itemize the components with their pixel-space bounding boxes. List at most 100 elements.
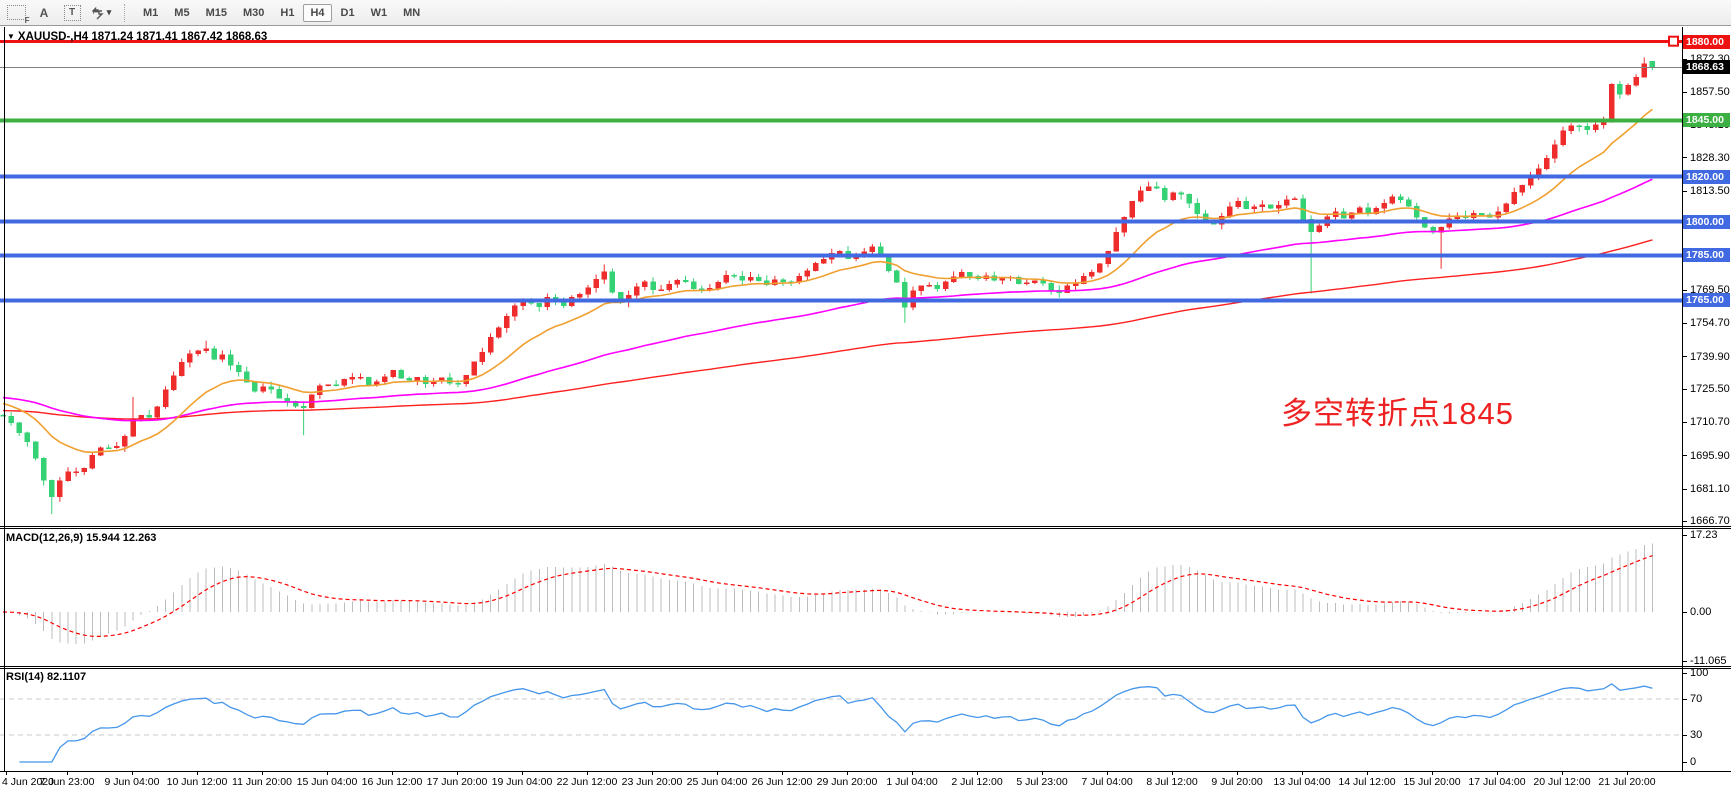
price-tick-label: 1813.50 [1690, 185, 1730, 198]
price-badge-1800.00: 1800.00 [1683, 215, 1730, 229]
time-tick-mark [1627, 771, 1628, 775]
price-tick-mark [1682, 455, 1687, 456]
time-axis-label: 7 Jul 04:00 [1081, 776, 1133, 788]
timeframe-w1[interactable]: W1 [370, 6, 388, 19]
macd-tick-mark [1682, 535, 1687, 536]
price-tick-mark [1682, 59, 1687, 60]
macd-tick-mark [1682, 612, 1687, 613]
price-tick-label: 1828.30 [1690, 151, 1730, 164]
timeframe-h4[interactable]: H4 [303, 3, 332, 22]
chart-annotation-text[interactable]: 多空转折点1845 [1281, 396, 1514, 431]
rsi-tick-label: 100 [1690, 667, 1709, 679]
timeframe-group: M1 M5 M15 M30 H1 H4 D1 W1 MN [136, 3, 427, 22]
timeframe-m1[interactable]: M1 [143, 6, 159, 19]
plot-left-border [4, 27, 5, 771]
timeframe-m5[interactable]: M5 [174, 6, 190, 19]
rsi-tick-label: 70 [1690, 693, 1703, 705]
price-tick-mark [1682, 356, 1687, 357]
text-box-button[interactable]: T [60, 3, 84, 23]
time-axis-label: 26 Jun 12:00 [751, 776, 813, 788]
time-axis-label: 9 Jun 04:00 [104, 776, 160, 788]
rsi-tick-mark [1682, 673, 1687, 674]
arrow-objects-button[interactable]: ▾ [88, 3, 112, 23]
time-axis-label: 20 Jul 12:00 [1533, 776, 1591, 788]
textbox-label: T [68, 7, 76, 18]
time-tick-mark [67, 771, 68, 775]
rsi-label: RSI(14) 82.1107 [6, 671, 87, 683]
panel-separator-2[interactable] [0, 666, 1731, 667]
time-axis-label: 8 Jul 12:00 [1146, 776, 1198, 788]
timeframe-m15[interactable]: M15 [205, 6, 227, 19]
panel-separator-2b [0, 668, 1731, 669]
time-tick-mark [457, 771, 458, 775]
time-axis-label: 9 Jul 20:00 [1211, 776, 1263, 788]
price-tick-label: 1666.70 [1690, 515, 1730, 528]
textbox-icon: T [63, 4, 81, 21]
rsi-tick-mark [1682, 699, 1687, 700]
time-tick-mark [977, 771, 978, 775]
macd-tick-label: 0.00 [1690, 606, 1712, 618]
time-tick-mark [522, 771, 523, 775]
grid-f-label: F [24, 16, 30, 25]
macd-tick-label: 17.23 [1690, 529, 1718, 542]
time-axis-label: 15 Jun 04:00 [296, 776, 358, 788]
time-axis-label: 2 Jul 12:00 [951, 776, 1003, 788]
time-axis-label: 1 Jul 04:00 [886, 776, 938, 788]
macd-tick-label: -11.065 [1690, 655, 1727, 668]
time-axis-label: 13 Jul 04:00 [1273, 776, 1331, 788]
price-tick-mark [1682, 323, 1687, 324]
time-tick-mark [262, 771, 263, 775]
time-tick-mark [717, 771, 718, 775]
toolbar-separator [124, 3, 126, 22]
chart-title-text: XAUUSD-,H4 1871.24 1871.41 1867.42 1868.… [17, 31, 268, 43]
indicator-grid-button[interactable]: F [4, 3, 30, 25]
time-axis-label: 15 Jul 20:00 [1403, 776, 1461, 788]
time-tick-mark [652, 771, 653, 775]
time-axis-label: 21 Jul 20:00 [1598, 776, 1656, 788]
time-tick-mark [1562, 771, 1563, 775]
time-tick-mark [132, 771, 133, 775]
text-label-button[interactable]: A [32, 3, 56, 23]
time-axis-label: 5 Jul 23:00 [1016, 776, 1068, 788]
price-tick-label: 1710.70 [1690, 416, 1730, 429]
time-axis-label: 4 Jun 2020 [2, 776, 54, 788]
price-tick-mark [1682, 389, 1687, 390]
timeframe-mn[interactable]: MN [403, 6, 421, 19]
timeframe-d1[interactable]: D1 [340, 6, 355, 19]
price-tick-label: 1681.10 [1690, 483, 1730, 495]
time-tick-mark [1367, 771, 1368, 775]
macd-tick-mark [1682, 661, 1687, 662]
time-tick-mark [197, 771, 198, 775]
price-tick-mark [1682, 290, 1687, 291]
price-tick-mark [1682, 92, 1687, 93]
time-axis-label: 7 Jun 23:00 [39, 776, 95, 788]
chart-title: ▼ XAUUSD-,H4 1871.24 1871.41 1867.42 1868… [7, 31, 267, 43]
time-tick-mark [912, 771, 913, 775]
rsi-tick-mark [1682, 762, 1687, 763]
time-tick-mark [1107, 771, 1108, 775]
timeframe-m30[interactable]: M30 [242, 6, 265, 19]
price-badge-1845.00: 1845.00 [1683, 113, 1730, 127]
time-axis-label: 23 Jun 20:00 [621, 776, 683, 788]
time-axis-label: 22 Jun 12:00 [556, 776, 618, 788]
time-tick-mark [782, 771, 783, 775]
price-axis-border [1682, 27, 1683, 771]
price-badge-1820.00: 1820.00 [1683, 170, 1730, 184]
rsi-tick-mark [1682, 735, 1687, 736]
time-axis-label: 16 Jun 12:00 [361, 776, 423, 788]
price-tick-label: 1857.50 [1690, 86, 1730, 99]
price-tick-label: 1739.90 [1690, 350, 1730, 363]
time-tick-mark [1042, 771, 1043, 775]
panel-separator-1[interactable] [0, 526, 1731, 527]
symbol-dropdown-icon[interactable]: ▼ [7, 32, 15, 41]
time-tick-mark [327, 771, 328, 775]
panel-separator-1b [0, 528, 1731, 529]
price-tick-mark [1682, 521, 1687, 522]
price-badge-1765.00: 1765.00 [1683, 293, 1730, 307]
toolbar: F A T ▾ M1 M5 M15 M30 H1 H4 D1 W1 MN [0, 0, 1731, 26]
price-tick-mark [1682, 489, 1687, 490]
time-axis-label: 17 Jun 20:00 [426, 776, 488, 788]
chevron-down-icon: ▾ [106, 7, 112, 17]
timeframe-h1[interactable]: H1 [280, 6, 295, 19]
